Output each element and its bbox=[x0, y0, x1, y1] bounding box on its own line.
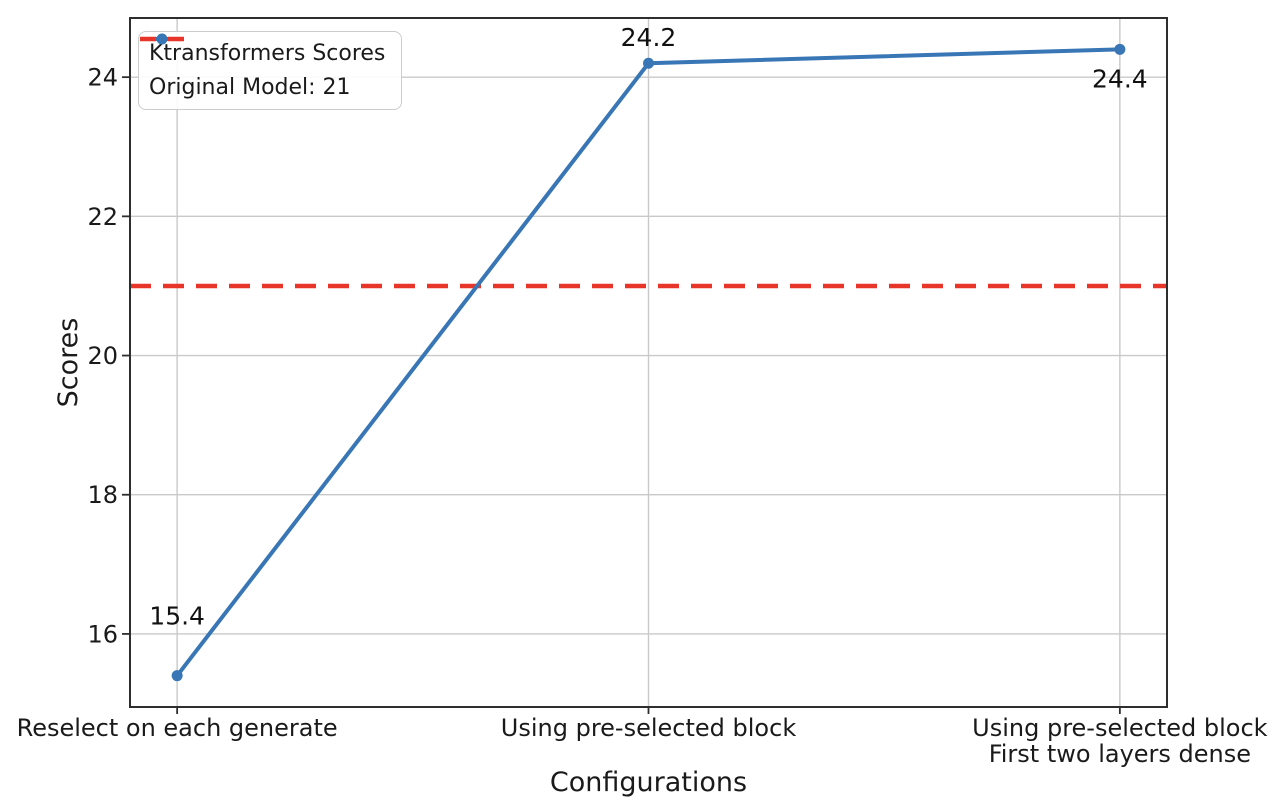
y-tick-label: 24 bbox=[87, 64, 118, 92]
y-tick-label: 22 bbox=[87, 203, 118, 231]
x-tick-label: First two layers dense bbox=[989, 740, 1251, 768]
x-tick-label: Using pre-selected block bbox=[501, 714, 797, 742]
y-axis-title: Scores bbox=[53, 318, 84, 408]
legend-entry-reference: Original Model: 21 bbox=[140, 36, 385, 100]
point-label: 24.2 bbox=[621, 23, 677, 52]
x-tick-label: Using pre-selected block bbox=[972, 714, 1268, 742]
legend-label-reference: Original Model: 21 bbox=[149, 75, 351, 100]
data-point bbox=[643, 57, 654, 69]
legend-label-series: Ktransformers Scores bbox=[149, 41, 386, 66]
x-axis-title: Configurations bbox=[550, 767, 747, 798]
x-tick-label: Reselect on each generate bbox=[17, 714, 338, 742]
data-point bbox=[171, 670, 183, 682]
y-tick-label: 20 bbox=[87, 342, 118, 370]
data-point bbox=[1114, 43, 1126, 55]
point-label: 15.4 bbox=[149, 602, 205, 631]
legend: Ktransformers Scores Original Model: 21 bbox=[138, 31, 403, 110]
y-tick-label: 16 bbox=[87, 620, 118, 648]
dashed-line-icon bbox=[140, 36, 184, 42]
legend-entry-series: Ktransformers Scores bbox=[140, 33, 386, 66]
y-tick-label: 18 bbox=[87, 481, 118, 509]
point-label: 24.4 bbox=[1092, 64, 1148, 93]
